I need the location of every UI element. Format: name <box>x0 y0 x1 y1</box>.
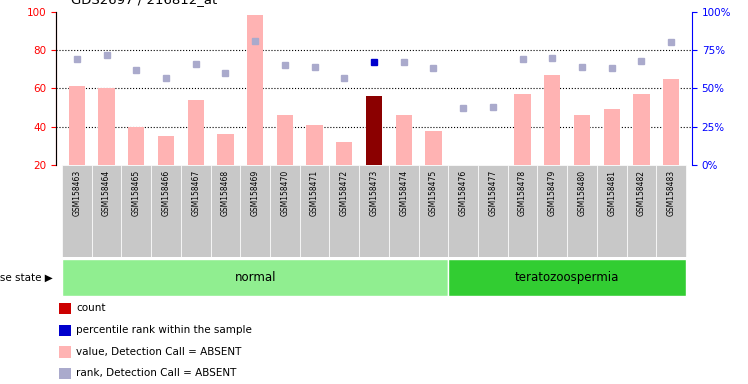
Bar <box>359 165 389 257</box>
Text: rank, Detection Call = ABSENT: rank, Detection Call = ABSENT <box>76 368 237 378</box>
Text: GSM158468: GSM158468 <box>221 170 230 216</box>
Bar <box>59 303 71 314</box>
Bar <box>448 259 686 296</box>
Text: percentile rank within the sample: percentile rank within the sample <box>76 325 252 335</box>
Text: GSM158463: GSM158463 <box>73 170 82 216</box>
Bar <box>389 165 419 257</box>
Bar <box>92 165 121 257</box>
Text: GSM158478: GSM158478 <box>518 170 527 216</box>
Text: GSM158474: GSM158474 <box>399 170 408 216</box>
Bar <box>455 165 471 177</box>
Bar <box>634 94 649 165</box>
Bar <box>574 115 590 165</box>
Text: GSM158475: GSM158475 <box>429 170 438 216</box>
Text: GSM158466: GSM158466 <box>162 170 171 216</box>
Bar <box>59 325 71 336</box>
Bar <box>656 165 686 257</box>
Bar <box>336 142 352 165</box>
Bar <box>247 15 263 165</box>
Text: GSM158480: GSM158480 <box>577 170 586 216</box>
Bar <box>188 100 204 165</box>
Text: GSM158481: GSM158481 <box>607 170 616 216</box>
Bar <box>270 165 300 257</box>
Bar <box>604 109 620 165</box>
Text: GSM158471: GSM158471 <box>310 170 319 216</box>
Bar <box>627 165 656 257</box>
Text: GSM158464: GSM158464 <box>102 170 111 216</box>
Text: GDS2697 / 216812_at: GDS2697 / 216812_at <box>71 0 218 6</box>
Bar <box>217 134 233 165</box>
Bar <box>59 346 71 358</box>
Text: GSM158473: GSM158473 <box>370 170 378 216</box>
Text: value, Detection Call = ABSENT: value, Detection Call = ABSENT <box>76 347 242 357</box>
Text: GSM158470: GSM158470 <box>280 170 289 216</box>
Bar <box>515 94 531 165</box>
Bar <box>537 165 567 257</box>
Text: GSM158465: GSM158465 <box>132 170 141 216</box>
Bar <box>240 165 270 257</box>
Text: GSM158483: GSM158483 <box>666 170 675 216</box>
Bar <box>300 165 329 257</box>
Text: normal: normal <box>234 271 276 284</box>
Bar <box>59 368 71 379</box>
Bar <box>62 165 92 257</box>
Bar <box>99 88 114 165</box>
Text: GSM158479: GSM158479 <box>548 170 557 216</box>
Bar <box>151 165 181 257</box>
Bar <box>597 165 627 257</box>
Text: disease state ▶: disease state ▶ <box>0 272 52 283</box>
Bar <box>158 136 174 165</box>
Text: GSM158477: GSM158477 <box>488 170 497 216</box>
Text: count: count <box>76 303 106 313</box>
Bar <box>485 165 501 173</box>
Bar <box>508 165 537 257</box>
Bar <box>478 165 508 257</box>
Text: GSM158476: GSM158476 <box>459 170 468 216</box>
Text: teratozoospermia: teratozoospermia <box>515 271 619 284</box>
Bar <box>663 79 679 165</box>
Bar <box>544 75 560 165</box>
Bar <box>62 259 448 296</box>
Bar <box>366 96 382 165</box>
Text: GSM158467: GSM158467 <box>191 170 200 216</box>
Text: GSM158469: GSM158469 <box>251 170 260 216</box>
Bar <box>307 125 322 165</box>
Bar <box>121 165 151 257</box>
Bar <box>277 115 293 165</box>
Bar <box>448 165 478 257</box>
Bar <box>128 127 144 165</box>
Bar <box>329 165 359 257</box>
Bar <box>567 165 597 257</box>
Bar <box>69 86 85 165</box>
Bar <box>181 165 211 257</box>
Bar <box>396 115 412 165</box>
Text: GSM158472: GSM158472 <box>340 170 349 216</box>
Bar <box>426 131 441 165</box>
Bar <box>419 165 448 257</box>
Text: GSM158482: GSM158482 <box>637 170 646 216</box>
Bar <box>211 165 240 257</box>
